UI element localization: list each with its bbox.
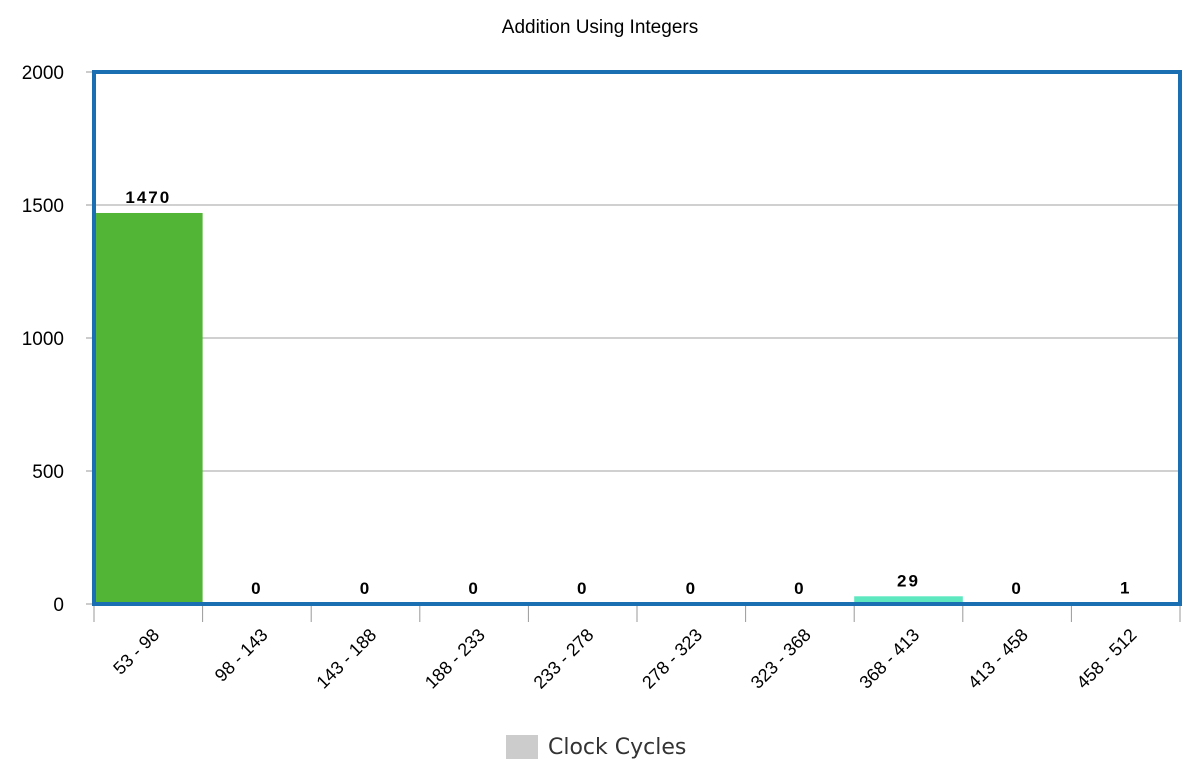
y-tick-label: 1500: [22, 196, 64, 217]
x-tick-label: 98 - 143: [211, 625, 272, 686]
data-label: 1470: [125, 188, 171, 207]
y-tick-label: 0: [53, 595, 64, 616]
data-label: 0: [686, 579, 697, 598]
x-tick-label: 188 - 233: [421, 625, 489, 693]
x-tick-label: 53 - 98: [109, 625, 163, 679]
bar: [94, 212, 203, 605]
y-axis: 0 500 1000 1500 2000: [22, 63, 94, 616]
data-labels-layer: 1470 0 0 0 0 0 0 29 0 1: [125, 188, 1131, 598]
y-tick-label: 1000: [22, 329, 64, 350]
x-tick-label: 323 - 368: [747, 625, 815, 693]
x-tick-label: 458 - 512: [1073, 625, 1141, 693]
legend-swatch: [506, 735, 538, 759]
plot-frame: [92, 70, 1182, 606]
data-label: 0: [794, 579, 805, 598]
chart-title: Addition Using Integers: [502, 17, 698, 38]
data-label: 0: [360, 579, 371, 598]
x-tick-label: 368 - 413: [855, 625, 923, 693]
x-axis: 53 - 98 98 - 143 143 - 188 188 - 233 233 - 2…: [93, 604, 1181, 693]
data-label: 1: [1120, 579, 1131, 598]
y-tick-label: 2000: [22, 63, 64, 84]
x-tick-label: 278 - 323: [638, 625, 706, 693]
data-label: 0: [468, 579, 479, 598]
y-tick-label: 500: [32, 462, 64, 483]
x-tick-label: 233 - 278: [530, 625, 598, 693]
legend-label: Clock Cycles: [548, 734, 687, 760]
grid-layer: [94, 204, 1180, 472]
x-tick-label: 143 - 188: [312, 625, 380, 693]
legend: Clock Cycles: [506, 733, 686, 761]
x-tick-label: 413 - 458: [964, 625, 1032, 693]
data-label: 0: [1011, 579, 1022, 598]
bar: [854, 596, 963, 604]
bars-layer: [94, 212, 1180, 605]
data-label: 0: [577, 579, 588, 598]
data-label: 0: [251, 579, 262, 598]
data-label: 29: [897, 571, 920, 590]
